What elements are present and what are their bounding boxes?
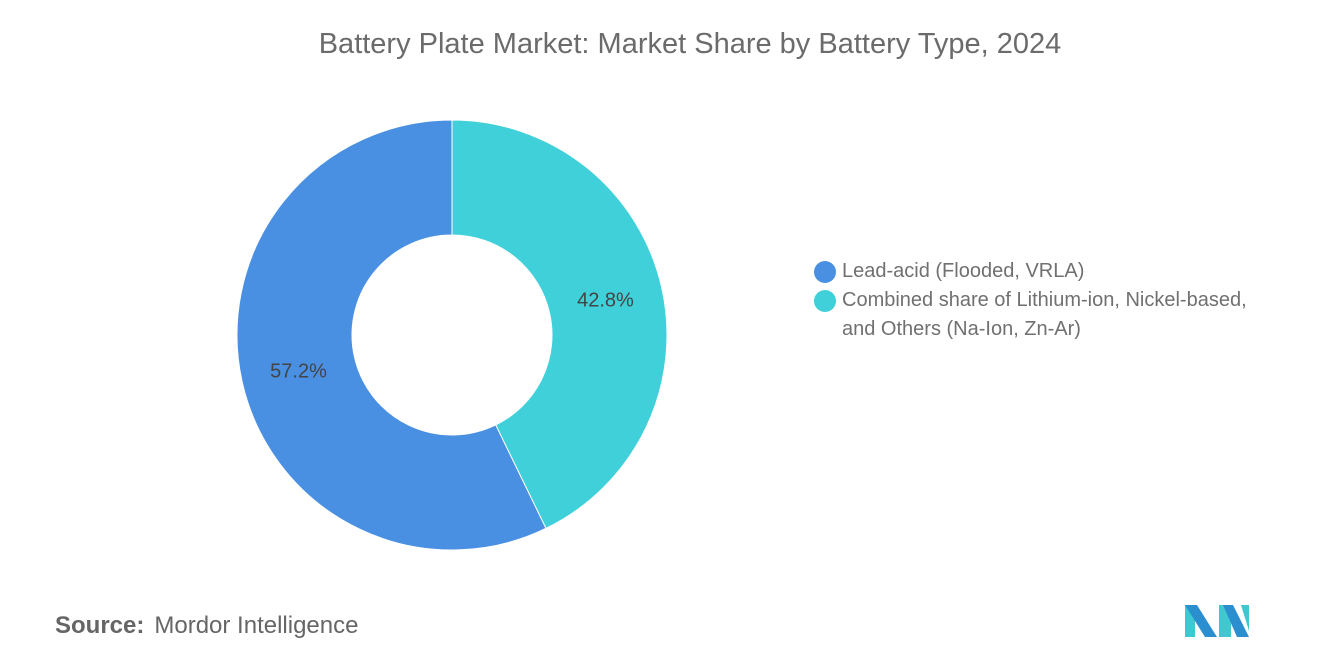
legend-swatch-combined [814,290,836,312]
mordor-logo-icon [1185,605,1249,637]
data-label-1: 42.8% [577,290,634,312]
data-label-0: 57.2% [270,360,327,382]
donut-slice-1 [451,119,668,530]
legend-item-lead-acid: Lead-acid (Flooded, VRLA) [814,257,1262,286]
chart-title: Battery Plate Market: Market Share by Ba… [318,28,1062,60]
legend-swatch-lead-acid [814,261,836,283]
source-text: Mordor Intelligence [154,612,359,639]
source-note: Source: Mordor Intelligence [55,612,358,640]
legend-label: Lead-acid (Flooded, VRLA) [842,260,1085,282]
legend-item-combined: Combined share of Lithium-ion, Nickel-ba… [814,286,1262,344]
source-label: Source: [55,612,145,639]
donut-slice-0 [236,119,547,551]
legend-label: Combined share of Lithium-ion, Nickel-ba… [842,289,1247,340]
legend: Lead-acid (Flooded, VRLA) Combined share… [814,257,1262,344]
